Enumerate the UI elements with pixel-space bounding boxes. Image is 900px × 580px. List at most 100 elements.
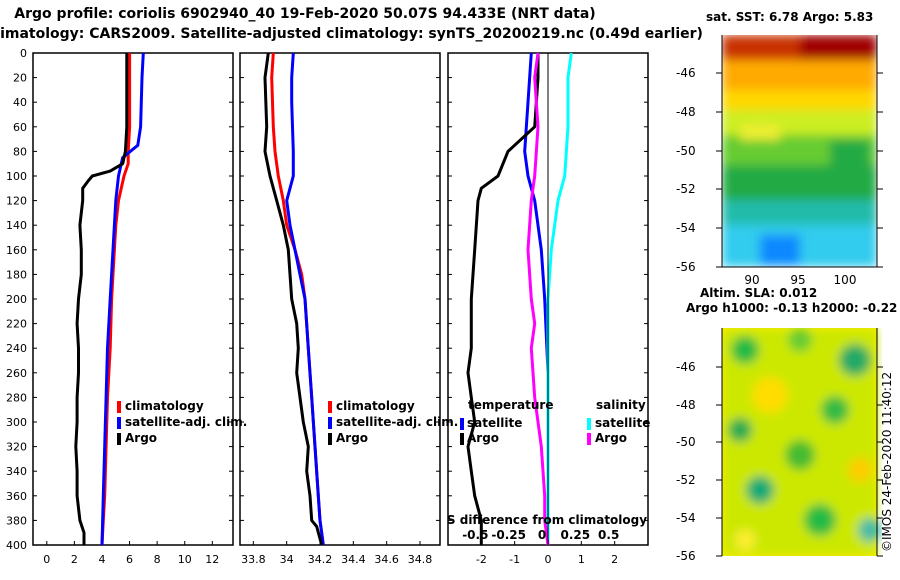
y-tick-label: 120 <box>6 195 27 208</box>
legend-swatch <box>328 433 332 445</box>
y-tick-label: 160 <box>6 244 27 257</box>
series-line-satellite-adj-clim- <box>100 52 145 546</box>
x-tick-label: -1 <box>509 553 520 566</box>
x-tick-label: 34.4 <box>341 553 366 566</box>
imos-footer: ©IMOS 24-Feb-2020 11:40:12 <box>880 371 894 552</box>
salinity-panel: 33.8 34 34.2 34.4 34.6 34.8 climatology satelli… <box>239 52 458 566</box>
series-line-argo <box>74 53 129 545</box>
y-tick-label: -48 <box>676 398 696 412</box>
sst-map-title: sat. SST: 6.78 Argo: 5.83 <box>706 10 874 24</box>
x-tick-label: 2 <box>71 553 78 566</box>
legend-swatch <box>328 417 332 429</box>
y-tick-label: 80 <box>13 145 27 158</box>
x-tick-label: -2 <box>476 553 487 566</box>
temperature-panel: 0 2 4 6 8 10 120204060801001201401601802002202… <box>6 47 247 566</box>
y-tick-label: 180 <box>6 268 27 281</box>
y-tick-label: 280 <box>6 391 27 404</box>
sst-map: -46 -48 -50 -52 -54 -56 90 95 100 <box>676 35 883 287</box>
sla-map-title1: Altim. SLA: 0.012 <box>700 286 818 300</box>
series-line-argo <box>263 52 324 546</box>
legend-label: satellite-adj. clim. <box>125 415 247 429</box>
y-tick-label: 100 <box>6 170 27 183</box>
x-tick-label: 2 <box>611 553 618 566</box>
y-tick-label: 240 <box>6 342 27 355</box>
sub-x-tick-label: -0.5 <box>462 528 488 542</box>
legend-swatch <box>587 418 591 430</box>
y-tick-label: 320 <box>6 441 27 454</box>
y-tick-label: 380 <box>6 514 27 527</box>
y-tick-label: 0 <box>20 47 27 60</box>
y-tick-label: 300 <box>6 416 27 429</box>
x-tick-label: 8 <box>154 553 161 566</box>
x-tick-label: 10 <box>178 553 192 566</box>
sub-x-tick-label: 0.5 <box>598 528 619 542</box>
legend-title: salinity <box>596 398 646 412</box>
legend-label: satellite <box>467 416 522 430</box>
y-tick-label: 340 <box>6 465 27 478</box>
legend-label: Argo <box>125 431 157 445</box>
legend-swatch <box>117 433 121 445</box>
chart-title-line1: Argo profile: coriolis 6902940_40 19-Feb… <box>14 6 596 22</box>
y-tick-label: 140 <box>6 219 27 232</box>
legend-label: Argo <box>336 431 368 445</box>
sub-x-tick-label: 0.25 <box>561 528 591 542</box>
y-tick-label: 360 <box>6 490 27 503</box>
difference-panel: -2 -1 0 1 2temperaturesatelliteArgosalinitys… <box>447 52 650 566</box>
legend-label: Argo <box>467 431 499 445</box>
legend-swatch <box>460 418 464 430</box>
y-tick-label: -54 <box>676 511 696 525</box>
legend-swatch <box>328 401 332 413</box>
series-line-temperature-satellite <box>523 52 550 545</box>
x-tick-label: 12 <box>205 553 219 566</box>
y-tick-label: -56 <box>676 260 696 274</box>
y-tick-label: -50 <box>676 144 696 158</box>
x-tick-label: 6 <box>126 553 133 566</box>
legend-swatch <box>460 433 464 445</box>
sla-map-field <box>722 328 882 556</box>
plot-frame <box>32 52 234 546</box>
x-tick-label: 95 <box>790 273 805 287</box>
legend-label: satellite-adj. clim. <box>336 415 458 429</box>
y-tick-label: 260 <box>6 367 27 380</box>
x-tick-label: 34.6 <box>374 553 399 566</box>
sla-map: -46 -48 -50 -52 -54 -56 <box>676 328 883 563</box>
y-tick-label: 40 <box>13 96 27 109</box>
sla-map-title2: Argo h1000: -0.13 h2000: -0.22 <box>686 301 898 315</box>
chart-title-line2: Climatology: CARS2009. Satellite-adjuste… <box>0 26 703 42</box>
y-tick-label: 20 <box>13 72 27 85</box>
y-tick-label: 200 <box>6 293 27 306</box>
sub-x-tick-label: 0 <box>538 528 546 542</box>
x-tick-label: 0 <box>43 553 50 566</box>
series-line-satellite-adj-clim- <box>285 52 325 546</box>
x-tick-label: 0 <box>545 553 552 566</box>
x-tick-label: 1 <box>578 553 585 566</box>
legend-label: climatology <box>336 399 415 413</box>
plot-frame <box>239 52 441 546</box>
legend-title: temperature <box>468 398 553 412</box>
y-tick-label: -50 <box>676 435 696 449</box>
y-tick-label: 60 <box>13 121 27 134</box>
sst-map-field <box>722 35 877 267</box>
y-tick-label: 400 <box>6 539 27 552</box>
legend-swatch <box>117 401 121 413</box>
x-tick-label: 100 <box>834 273 857 287</box>
x-tick-label: 4 <box>98 553 105 566</box>
x-tick-label: 34 <box>280 553 294 566</box>
x-tick-label: 90 <box>744 273 759 287</box>
legend-label: Argo <box>595 431 627 445</box>
series-line-temperature-argo <box>466 53 540 545</box>
x-axis-label: S difference from climatology <box>447 513 647 527</box>
x-tick-label: 34.2 <box>308 553 333 566</box>
y-tick-label: -52 <box>676 473 696 487</box>
y-tick-label: -48 <box>676 105 696 119</box>
y-tick-label: -52 <box>676 182 696 196</box>
legend-swatch <box>117 417 121 429</box>
y-tick-label: -54 <box>676 221 696 235</box>
x-tick-label: 33.8 <box>241 553 266 566</box>
series-line-salinity-satellite <box>546 52 573 545</box>
sub-x-tick-label: -0.25 <box>491 528 526 542</box>
x-tick-label: 34.8 <box>408 553 433 566</box>
legend-label: satellite <box>595 416 650 430</box>
y-tick-label: -56 <box>676 549 696 563</box>
series-line-salinity-argo <box>526 52 550 546</box>
